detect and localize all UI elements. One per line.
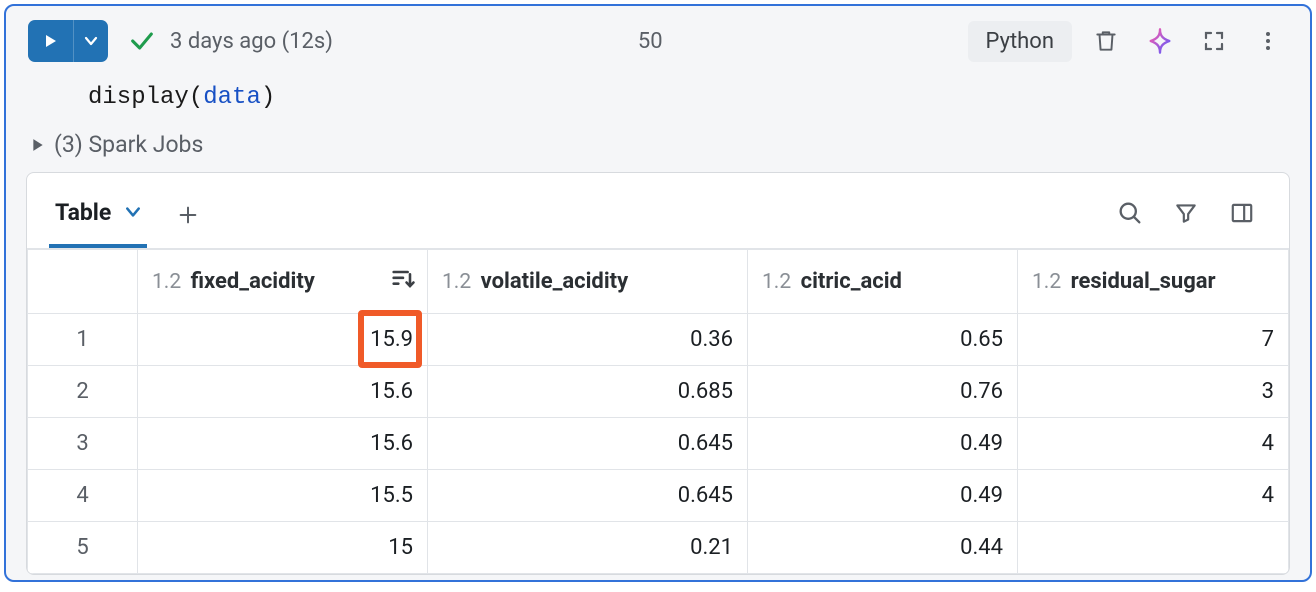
column-header-volatile-acidity[interactable]: 1.2 volatile_acidity xyxy=(428,250,748,314)
panel-toggle-button[interactable] xyxy=(1225,196,1259,230)
code-line[interactable]: display(data) xyxy=(6,70,1310,125)
add-tab-button[interactable] xyxy=(171,196,205,244)
tab-table[interactable]: Table xyxy=(49,191,147,248)
plus-icon xyxy=(177,204,199,226)
column-header-residual-sugar[interactable]: 1.2 residual_sugar xyxy=(1018,250,1289,314)
cell-toolbar: 3 days ago (12s) 50 Python xyxy=(6,6,1310,70)
filter-button[interactable] xyxy=(1169,196,1203,230)
row-index-cell: 3 xyxy=(28,418,138,470)
table-row[interactable]: 415.50.6450.494 xyxy=(28,470,1289,522)
spark-jobs-toggle[interactable]: (3) Spark Jobs xyxy=(6,125,1310,172)
table-cell: 0.645 xyxy=(428,470,748,522)
table-cell: 7 xyxy=(1018,314,1289,366)
delete-button[interactable] xyxy=(1086,21,1126,61)
table-cell: 15.5 xyxy=(138,470,428,522)
notebook-cell: 3 days ago (12s) 50 Python display(data)… xyxy=(4,4,1312,582)
table-header-row: 1.2 fixed_acidity 1.2 volatile_acidity 1… xyxy=(28,250,1289,314)
tab-label: Table xyxy=(55,199,111,226)
column-header-citric-acid[interactable]: 1.2 citric_acid xyxy=(748,250,1018,314)
table-cell: 0.645 xyxy=(428,418,748,470)
play-icon xyxy=(43,33,59,49)
kebab-icon xyxy=(1256,29,1280,53)
more-button[interactable] xyxy=(1248,21,1288,61)
run-dropdown[interactable] xyxy=(74,20,108,62)
table-cell: 0.49 xyxy=(748,470,1018,522)
table-cell: 4 xyxy=(1018,418,1289,470)
filter-icon xyxy=(1173,200,1199,226)
table-row[interactable]: 115.90.360.657 xyxy=(28,314,1289,366)
row-index-cell: 4 xyxy=(28,470,138,522)
row-index-cell: 2 xyxy=(28,366,138,418)
table-cell: 4 xyxy=(1018,470,1289,522)
search-icon xyxy=(1116,199,1144,227)
search-button[interactable] xyxy=(1113,196,1147,230)
cell-number: 50 xyxy=(638,29,663,54)
code-argument: data xyxy=(203,84,261,111)
panel-icon xyxy=(1229,200,1255,226)
table-cell: 0.44 xyxy=(748,522,1018,574)
assistant-button[interactable] xyxy=(1140,21,1180,61)
output-tabbar: Table xyxy=(27,173,1289,249)
table-cell: 0.36 xyxy=(428,314,748,366)
table-cell: 15.6 xyxy=(138,366,428,418)
language-badge[interactable]: Python xyxy=(968,21,1072,62)
expand-button[interactable] xyxy=(1194,21,1234,61)
chevron-down-icon xyxy=(125,199,141,226)
run-button[interactable] xyxy=(28,20,74,62)
row-index-header[interactable] xyxy=(28,250,138,314)
output-panel: Table xyxy=(26,172,1290,575)
trash-icon xyxy=(1093,28,1119,54)
row-index-cell: 5 xyxy=(28,522,138,574)
table-row[interactable]: 315.60.6450.494 xyxy=(28,418,1289,470)
sort-desc-icon xyxy=(389,265,417,299)
table-row[interactable]: 5150.210.44 xyxy=(28,522,1289,574)
sparkle-icon xyxy=(1146,27,1174,55)
spark-jobs-label: (3) Spark Jobs xyxy=(54,131,203,158)
success-check-icon xyxy=(128,27,156,55)
table-cell: 15.6 xyxy=(138,418,428,470)
code-function: display xyxy=(88,84,189,111)
run-timestamp: 3 days ago (12s) xyxy=(170,29,333,54)
row-index-cell: 1 xyxy=(28,314,138,366)
table-row[interactable]: 215.60.6850.763 xyxy=(28,366,1289,418)
table-cell: 0.685 xyxy=(428,366,748,418)
triangle-right-icon xyxy=(32,131,44,158)
table-cell: 3 xyxy=(1018,366,1289,418)
run-button-group xyxy=(28,20,108,62)
table-cell: 15 xyxy=(138,522,428,574)
expand-icon xyxy=(1202,29,1226,53)
table-cell: 0.65 xyxy=(748,314,1018,366)
column-header-fixed-acidity[interactable]: 1.2 fixed_acidity xyxy=(138,250,428,314)
table-cell: 0.49 xyxy=(748,418,1018,470)
output-tools xyxy=(1113,196,1267,244)
table-cell xyxy=(1018,522,1289,574)
table-cell: 0.21 xyxy=(428,522,748,574)
chevron-down-icon xyxy=(84,34,98,48)
table-cell: 15.9 xyxy=(138,314,428,366)
data-table: 1.2 fixed_acidity 1.2 volatile_acidity 1… xyxy=(27,249,1289,574)
table-cell: 0.76 xyxy=(748,366,1018,418)
